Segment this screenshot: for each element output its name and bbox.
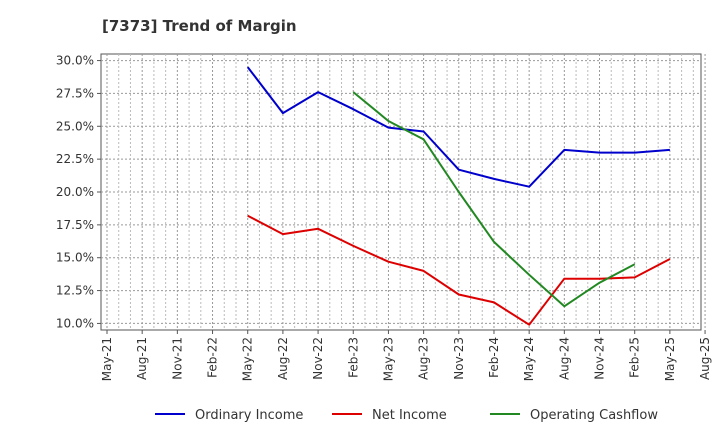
legend-label-net-income: Net Income <box>372 408 447 423</box>
x-tick-label: Nov-21 <box>170 337 184 380</box>
x-tick-label: Feb-23 <box>346 337 360 378</box>
y-tick-label: 30.0% <box>56 54 94 68</box>
x-tick-label: Aug-25 <box>698 337 712 380</box>
legend: Ordinary Income Net Income Operating Cashf… <box>155 408 658 423</box>
y-tick-label: 15.0% <box>56 251 94 265</box>
legend-label-operating-cashflow: Operating Cashflow <box>530 408 658 423</box>
x-tick-label: Aug-23 <box>417 337 431 380</box>
x-axis: May-21 Aug-21 Nov-21 Feb-22 May-22 Aug-22 Nov-… <box>100 330 712 381</box>
x-tick-label: May-25 <box>663 337 677 381</box>
y-axis: 10.0% 12.5% 15.0% 17.5% 20.0% 22.5% 25.0% 27.5%… <box>56 54 101 330</box>
y-tick-label: 10.0% <box>56 316 94 330</box>
x-tick-label: Nov-23 <box>452 337 466 380</box>
y-tick-label: 22.5% <box>56 152 94 166</box>
y-tick-label: 27.5% <box>56 86 94 100</box>
y-tick-label: 20.0% <box>56 185 94 199</box>
x-tick-label: Nov-22 <box>311 337 325 380</box>
series-line-operating-cashflow <box>352 91 636 308</box>
y-tick-label: 12.5% <box>56 284 94 298</box>
x-tick-label: Feb-25 <box>628 337 642 378</box>
y-tick-label: 17.5% <box>56 218 94 232</box>
x-tick-label: Aug-21 <box>135 337 149 380</box>
x-tick-label: May-22 <box>241 337 255 381</box>
x-tick-label: May-21 <box>100 337 114 381</box>
gridlines <box>101 54 706 330</box>
series-line-ordinary-income <box>246 66 670 188</box>
x-tick-label: Feb-24 <box>487 337 501 378</box>
x-tick-label: Aug-22 <box>276 337 290 380</box>
series-line-net-income <box>247 214 671 326</box>
x-tick-label: May-24 <box>522 337 536 381</box>
x-tick-label: Aug-24 <box>557 337 571 380</box>
series-lines <box>246 66 671 326</box>
x-tick-label: Feb-22 <box>206 337 220 378</box>
chart-title: [7373] Trend of Margin <box>102 17 297 35</box>
y-tick-label: 25.0% <box>56 119 94 133</box>
legend-label-ordinary-income: Ordinary Income <box>195 408 303 423</box>
x-tick-label: May-23 <box>381 337 395 381</box>
x-tick-label: Nov-24 <box>593 337 607 380</box>
